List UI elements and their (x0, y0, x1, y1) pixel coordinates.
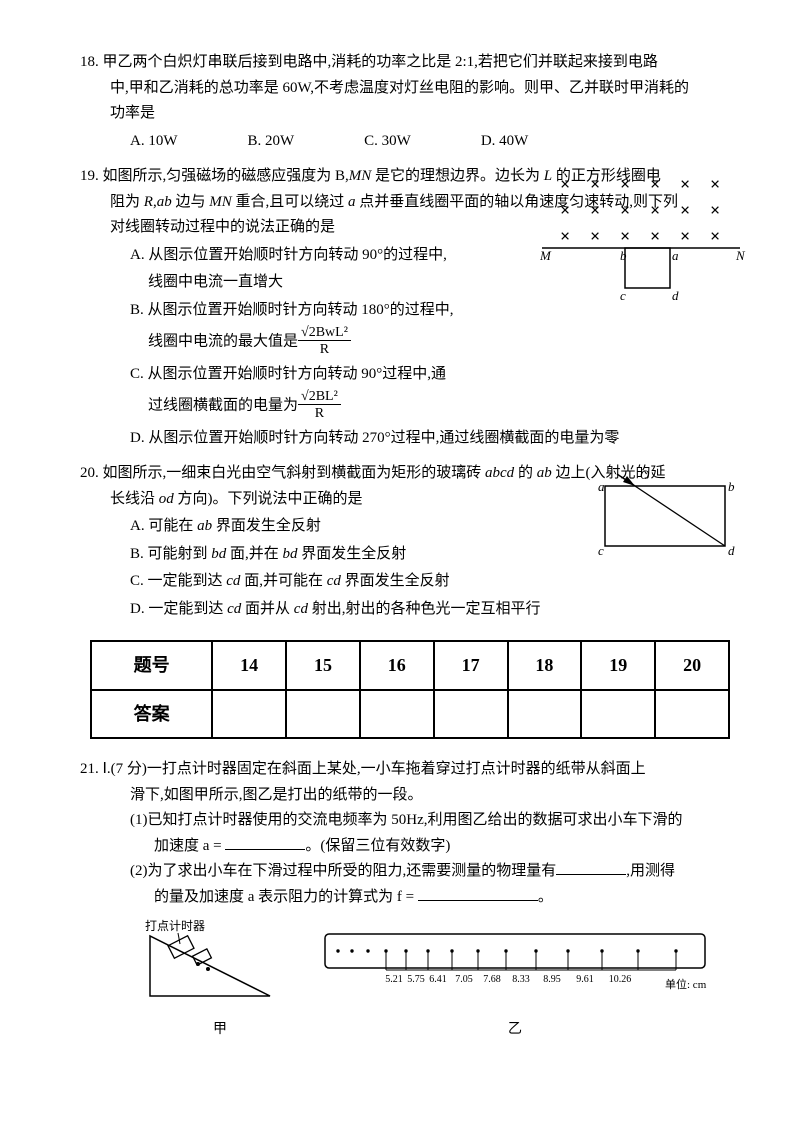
svg-text:×: × (680, 200, 690, 220)
col-16: 16 (360, 641, 434, 690)
ans-16[interactable] (360, 690, 434, 739)
q21-number: 21. (80, 761, 99, 777)
q19-opt-c1: C. 从图示位置开始顺时针方向转动 90°过程中,通 (80, 362, 740, 388)
col-15: 15 (286, 641, 360, 690)
q19-opt-b2: 线圈中电流的最大值是√2BwL²R (80, 325, 740, 360)
col-17: 17 (434, 641, 508, 690)
svg-text:7.05: 7.05 (455, 974, 473, 985)
svg-text:c: c (598, 543, 604, 558)
tape-label: 乙 (320, 1018, 710, 1042)
svg-text:×: × (710, 174, 720, 194)
svg-text:6.41: 6.41 (429, 974, 447, 985)
incline-diagram: 打点计时器 甲 (140, 916, 300, 1041)
svg-text:×: × (590, 174, 600, 194)
table-answer-row: 答案 (91, 690, 729, 739)
q19-t1b: 是它的理想边界。边长为 (371, 168, 544, 184)
q20-opt-d: D. 一定能到达 cd 面并从 cd 射出,射出的各种色光一定互相平行 (80, 597, 740, 623)
ans-14[interactable] (212, 690, 286, 739)
q18-options: A. 10W B. 20W C. 30W D. 40W (80, 129, 740, 155)
q19-t1a: 如图所示,匀强磁场的磁感应强度为 B, (103, 168, 349, 184)
svg-text:×: × (650, 226, 660, 246)
svg-text:8.33: 8.33 (512, 974, 530, 985)
svg-text:×: × (650, 174, 660, 194)
q21-diagrams: 打点计时器 甲 (140, 916, 740, 1041)
question-19: 19. 如图所示,匀强磁场的磁感应强度为 B,MN 是它的理想边界。边长为 L … (80, 164, 740, 451)
svg-text:b: b (620, 248, 627, 263)
svg-text:×: × (710, 226, 720, 246)
blank-quantity[interactable] (556, 860, 626, 875)
svg-text:×: × (560, 174, 570, 194)
svg-text:9.61: 9.61 (576, 974, 594, 985)
q20-opt-c: C. 一定能到达 cd 面,并可能在 cd 界面发生全反射 (80, 569, 740, 595)
q19-number: 19. (80, 168, 99, 184)
blank-formula[interactable] (418, 886, 538, 901)
tape-diagram: 5.215.756.41 7.057.688.33 8.959.6110.26 … (320, 926, 710, 1041)
question-18: 18. 甲乙两个白炽灯串联后接到电路中,消耗的功率之比是 2:1,若把它们并联起… (80, 50, 740, 154)
incline-label: 甲 (140, 1018, 300, 1042)
q18-opt-b: B. 20W (248, 129, 295, 155)
svg-text:×: × (590, 200, 600, 220)
answer-label: 答案 (91, 690, 212, 739)
q18-line3: 功率是 (80, 101, 740, 127)
col-18: 18 (508, 641, 582, 690)
q19-opt-d: D. 从图示位置开始顺时针方向转动 270°过程中,通过线圈横截面的电量为零 (80, 426, 740, 452)
q21-sub2c: 的量及加速度 a 表示阻力的计算式为 f = 。 (80, 885, 740, 911)
svg-text:8.95: 8.95 (543, 974, 561, 985)
svg-text:O: O (640, 467, 650, 482)
svg-text:d: d (672, 288, 679, 303)
svg-text:d: d (728, 543, 735, 558)
q18-opt-c: C. 30W (364, 129, 411, 155)
q21-sub1b: 加速度 a = 。(保留三位有效数字) (80, 834, 740, 860)
svg-text:N: N (735, 248, 746, 263)
q21-line1: Ⅰ.(7 分)一打点计时器固定在斜面上某处,一小车拖着穿过打点计时器的纸带从斜面… (103, 761, 646, 777)
q18-line1: 甲乙两个白炽灯串联后接到电路中,消耗的功率之比是 2:1,若把它们并联起来接到电… (103, 54, 658, 70)
col-19: 19 (581, 641, 655, 690)
svg-text:×: × (620, 174, 630, 194)
q21-sub1a: (1)已知打点计时器使用的交流电频率为 50Hz,利用图乙给出的数据可求出小车下… (80, 808, 740, 834)
ans-20[interactable] (655, 690, 729, 739)
q18-number: 18. (80, 54, 99, 70)
svg-text:b: b (728, 479, 735, 494)
q18-line2: 中,甲和乙消耗的总功率是 60W,不考虑温度对灯丝电阻的影响。则甲、乙并联时甲消… (80, 76, 740, 102)
svg-text:×: × (560, 226, 570, 246)
header-label: 题号 (91, 641, 212, 690)
svg-text:5.21: 5.21 (385, 974, 403, 985)
q19-opt-c2: 过线圈横截面的电量为√2BL²R (80, 389, 740, 424)
svg-text:×: × (680, 226, 690, 246)
col-14: 14 (212, 641, 286, 690)
ans-18[interactable] (508, 690, 582, 739)
svg-text:单位: cm: 单位: cm (665, 977, 707, 991)
svg-text:10.26: 10.26 (609, 974, 632, 985)
svg-text:7.68: 7.68 (483, 974, 501, 985)
col-20: 20 (655, 641, 729, 690)
svg-text:×: × (680, 174, 690, 194)
svg-text:×: × (710, 200, 720, 220)
svg-text:M: M (540, 248, 552, 263)
svg-text:×: × (650, 200, 660, 220)
q20-diagram: O a b c d (590, 461, 740, 561)
blank-acceleration[interactable] (225, 835, 305, 850)
svg-text:×: × (620, 200, 630, 220)
q19-diagram: × × × × × × × × × × × × × × × × × × M N b a c d (540, 168, 750, 308)
svg-text:a: a (672, 248, 679, 263)
svg-text:c: c (620, 288, 626, 303)
table-header-row: 题号 14 15 16 17 18 19 20 (91, 641, 729, 690)
q20-number: 20. (80, 465, 99, 481)
q18-opt-d: D. 40W (481, 129, 529, 155)
question-20: 20. 如图所示,一细束白光由空气斜射到横截面为矩形的玻璃砖 abcd 的 ab… (80, 461, 740, 622)
q21-sub2a: (2)为了求出小车在下滑过程中所受的阻力,还需要测量的物理量有,用测得 (80, 859, 740, 885)
timer-label-text: 打点计时器 (145, 919, 205, 933)
svg-text:a: a (598, 479, 605, 494)
question-21: 21. Ⅰ.(7 分)一打点计时器固定在斜面上某处,一小车拖着穿过打点计时器的纸… (80, 757, 740, 1041)
answer-table: 题号 14 15 16 17 18 19 20 答案 (90, 640, 730, 739)
q21-line2: 滑下,如图甲所示,图乙是打出的纸带的一段。 (80, 783, 740, 809)
svg-text:×: × (620, 226, 630, 246)
q18-opt-a: A. 10W (130, 129, 178, 155)
svg-text:×: × (590, 226, 600, 246)
ans-17[interactable] (434, 690, 508, 739)
svg-text:×: × (560, 200, 570, 220)
ans-19[interactable] (581, 690, 655, 739)
ans-15[interactable] (286, 690, 360, 739)
svg-text:5.75: 5.75 (407, 974, 425, 985)
